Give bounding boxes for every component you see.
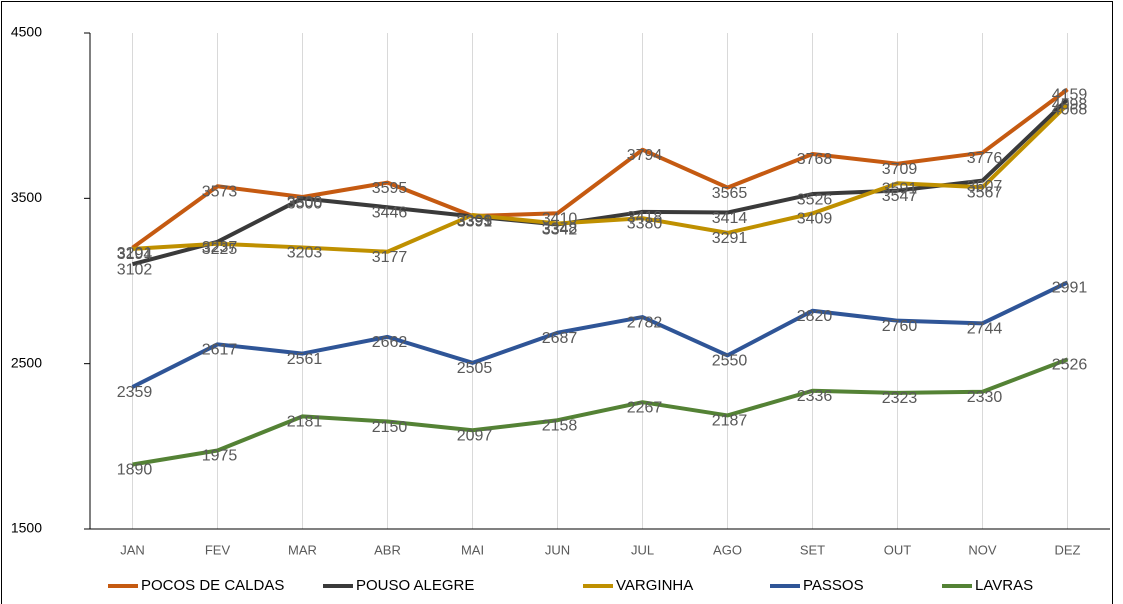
data-label: 3201 — [117, 245, 153, 262]
data-label: 2662 — [372, 334, 408, 351]
series-line — [131, 280, 1069, 389]
x-tick-label: FEV — [205, 542, 231, 557]
legend-label: VARGINHA — [616, 577, 693, 594]
data-label: 2097 — [457, 428, 493, 445]
data-label: 2267 — [627, 399, 663, 416]
data-label: 3446 — [372, 204, 408, 221]
data-label: 3595 — [372, 180, 408, 197]
data-label: 3194 — [117, 246, 153, 263]
data-label: 2150 — [372, 419, 408, 436]
data-label: 2359 — [117, 384, 153, 401]
data-label: 3203 — [287, 245, 323, 262]
data-label: 3342 — [542, 222, 578, 239]
data-label: 2617 — [202, 342, 238, 359]
data-label: 3776 — [967, 150, 1003, 167]
y-tick-label: 1500 — [11, 520, 42, 536]
data-label: 2820 — [797, 308, 833, 325]
data-label: 2687 — [542, 330, 578, 347]
data-label: 2760 — [882, 318, 918, 335]
data-label: 3526 — [797, 191, 833, 208]
data-label: 2336 — [797, 388, 833, 405]
data-label: 2561 — [287, 351, 323, 368]
data-label: 2782 — [627, 314, 663, 331]
data-label: 2505 — [457, 360, 493, 377]
data-label: 1975 — [202, 448, 238, 465]
x-tick-label: SET — [800, 542, 825, 557]
data-label: 2323 — [882, 390, 918, 407]
data-label: 3567 — [967, 184, 1003, 201]
data-label: 3409 — [797, 211, 833, 228]
series-line — [132, 357, 1069, 467]
data-label: 3768 — [797, 151, 833, 168]
data-label: 3380 — [627, 215, 663, 232]
series-line — [131, 87, 1069, 250]
data-label: 4068 — [1052, 102, 1088, 119]
data-label: 3508 — [287, 194, 323, 211]
data-label: 2330 — [967, 389, 1003, 406]
x-tick-label: ABR — [374, 542, 401, 557]
series-line — [131, 98, 1069, 267]
x-tick-label: MAI — [461, 542, 484, 557]
data-label: 2187 — [712, 413, 748, 430]
data-label: 3573 — [202, 183, 238, 200]
x-tick-label: JUN — [545, 542, 570, 557]
data-label: 3591 — [882, 181, 918, 198]
legend-label: POCOS DE CALDAS — [141, 577, 284, 594]
data-label: 2181 — [287, 414, 323, 431]
legend-label: LAVRAS — [975, 577, 1033, 594]
data-label: 3393 — [457, 213, 493, 230]
data-label: 3237 — [202, 239, 238, 256]
data-label: 3607 — [967, 178, 1003, 195]
data-label: 3291 — [712, 230, 748, 247]
data-label: 3794 — [627, 147, 663, 164]
data-label: 1890 — [117, 462, 153, 479]
x-tick-label: MAR — [288, 542, 317, 557]
data-label: 3348 — [542, 221, 578, 238]
x-tick-label: JUL — [631, 542, 654, 557]
data-label: 3418 — [627, 209, 663, 226]
data-label: 3414 — [712, 210, 748, 227]
data-label: 4159 — [1052, 87, 1088, 104]
data-label: 2744 — [967, 321, 1003, 338]
data-label: 3709 — [882, 161, 918, 178]
data-label: 3225 — [202, 241, 238, 258]
data-label: 4098 — [1052, 97, 1088, 114]
data-label: 2526 — [1052, 357, 1088, 374]
data-label: 3410 — [542, 210, 578, 227]
data-label: 3547 — [882, 188, 918, 205]
data-label: 3500 — [287, 196, 323, 213]
x-tick-label: DEZ — [1055, 542, 1081, 557]
series-line — [132, 102, 1069, 254]
y-tick-label: 3500 — [11, 189, 42, 205]
legend-label: POUSO ALEGRE — [356, 577, 474, 594]
data-label: 2991 — [1052, 280, 1088, 297]
y-tick-label: 2500 — [11, 354, 42, 370]
data-label: 3177 — [372, 249, 408, 266]
data-label: 3102 — [117, 261, 153, 278]
data-label: 3565 — [712, 185, 748, 202]
data-label: 2158 — [542, 417, 578, 434]
legend-label: PASSOS — [803, 577, 864, 594]
x-tick-label: NOV — [968, 542, 997, 557]
x-tick-label: AGO — [713, 542, 742, 557]
x-tick-label: OUT — [884, 542, 912, 557]
data-label: 3399 — [457, 212, 493, 229]
y-tick-label: 4500 — [11, 24, 42, 40]
data-label: 3391 — [457, 214, 493, 231]
x-tick-label: JAN — [120, 542, 145, 557]
data-label: 2550 — [712, 353, 748, 370]
